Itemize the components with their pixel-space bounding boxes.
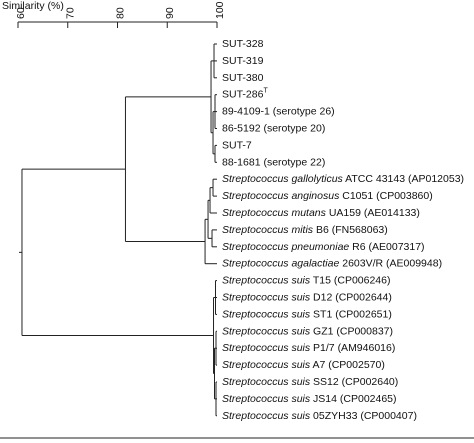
species: Streptococcus suis: [222, 274, 311, 286]
leaf-label: SUT-7: [222, 139, 252, 151]
leaf-label: Streptococcus suis 05ZYH33 (CP000407): [222, 410, 417, 422]
species: Streptococcus agalactiae: [222, 257, 339, 269]
strain: ATCC 43143 (AP012053): [345, 173, 464, 185]
leaf-label: Streptococcus mitis B6 (FN568063): [222, 224, 388, 236]
strain: T15 (CP006246): [313, 274, 391, 286]
leaf-label: Streptococcus anginosus C1051 (CP003860): [222, 190, 433, 202]
species: Streptococcus suis: [222, 325, 311, 337]
strain: UA159 (AE014133): [329, 207, 420, 219]
leaf-label: Streptococcus suis JS14 (CP002465): [222, 393, 397, 405]
tick-label: 100: [214, 1, 226, 19]
strain: SUT-380: [222, 72, 264, 84]
leaf-label: Streptococcus suis ST1 (CP002651): [222, 308, 392, 320]
species: Streptococcus gallolyticus: [222, 173, 344, 185]
species: Streptococcus suis: [222, 410, 311, 422]
species: Streptococcus suis: [222, 308, 311, 320]
species: Streptococcus pneumoniae: [222, 241, 349, 253]
strain: 05ZYH33 (CP000407): [313, 410, 417, 422]
tick-label: 80: [114, 7, 126, 19]
leaf-label: 86-5192 (serotype 20): [222, 122, 325, 134]
strain: R6 (AE007317): [352, 241, 424, 253]
strain: 2603V/R (AE009948): [342, 257, 442, 269]
leaf-label: Streptococcus suis P1/7 (AM946016): [222, 342, 395, 354]
leaf-label: Streptococcus mutans UA159 (AE014133): [222, 207, 420, 219]
strain: P1/7 (AM946016): [313, 342, 395, 354]
leaf-label: Streptococcus suis SS12 (CP002640): [222, 376, 398, 388]
species: Streptococcus suis: [222, 393, 311, 405]
leaf-label: Streptococcus suis T15 (CP006246): [222, 274, 391, 286]
leaf-label: Streptococcus suis GZ1 (CP000837): [222, 325, 393, 337]
strain: A7 (CP002570): [312, 359, 384, 371]
leaf-label: SUT-286T: [222, 88, 268, 101]
species: Streptococcus suis: [222, 376, 311, 388]
species: Streptococcus mitis: [222, 224, 314, 236]
species: Streptococcus suis: [222, 359, 311, 371]
leaf-label: Streptococcus gallolyticus ATCC 43143 (A…: [222, 173, 464, 185]
strain: B6 (FN568063): [316, 224, 388, 236]
leaf-label: SUT-380: [222, 72, 264, 84]
species: Streptococcus suis: [222, 291, 311, 303]
leaf-label: SUT-319: [222, 55, 264, 67]
species: Streptococcus suis: [222, 342, 311, 354]
strain: C1051 (CP003860): [342, 190, 432, 202]
strain: ST1 (CP002651): [313, 308, 392, 320]
species: Streptococcus mutans: [222, 207, 327, 219]
superscript: T: [263, 88, 268, 95]
leaf-label: 88-1681 (serotype 22): [222, 156, 325, 168]
leaf-label: Streptococcus pneumoniae R6 (AE007317): [222, 241, 425, 253]
strain: D12 (CP002644): [313, 291, 392, 303]
leaf-label: SUT-328: [222, 38, 264, 50]
tick-label: 90: [164, 7, 176, 19]
strain: 86-5192 (serotype 20): [222, 122, 325, 134]
strain: SUT-286: [222, 88, 264, 100]
axis-title: Similarity (%): [2, 0, 64, 12]
strain: JS14 (CP002465): [313, 393, 396, 405]
strain: 89-4109-1 (serotype 26): [222, 105, 335, 117]
strain: SS12 (CP002640): [313, 376, 398, 388]
leaf-label: 89-4109-1 (serotype 26): [222, 105, 335, 117]
species: Streptococcus anginosus: [222, 190, 340, 202]
leaf-label: Streptococcus agalactiae 2603V/R (AE0099…: [222, 257, 442, 269]
strain: 88-1681 (serotype 22): [222, 156, 325, 168]
leaf-label: Streptococcus suis A7 (CP002570): [222, 359, 385, 371]
strain: SUT-328: [222, 38, 264, 50]
tick-label: 70: [65, 7, 77, 19]
leaf-label: Streptococcus suis D12 (CP002644): [222, 291, 392, 303]
strain: GZ1 (CP000837): [313, 325, 393, 337]
strain: SUT-319: [222, 55, 264, 67]
strain: SUT-7: [222, 139, 252, 151]
tick-label: 60: [15, 7, 27, 19]
